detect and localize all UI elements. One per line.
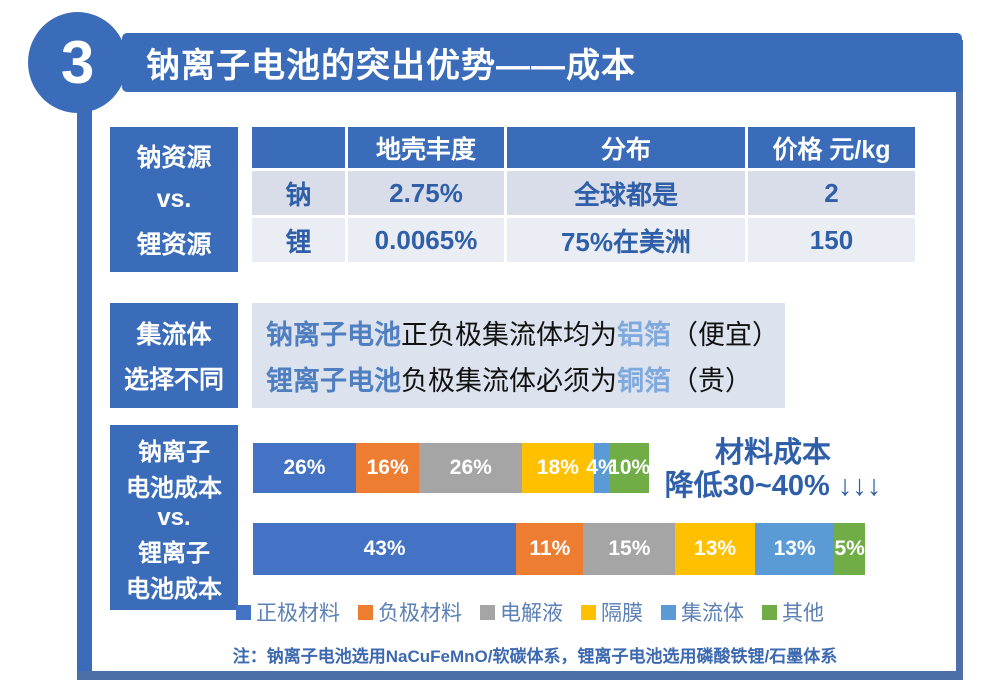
collector-suffix-text: （便宜）	[671, 319, 779, 350]
table-cell-li-distribution: 75%在美洲	[507, 218, 745, 262]
resource-table: 地壳丰度 分布 价格 元/kg 钠 2.75% 全球都是 2 锂 0.0065%…	[252, 127, 915, 262]
bar-segment-隔膜: 13%	[675, 523, 755, 575]
cost-label-line: 电池成本	[126, 575, 222, 603]
annotation-line: 降低30~40% ↓↓↓	[664, 470, 882, 503]
frame-left-bar	[77, 104, 92, 680]
legend-item: 电解液	[480, 597, 563, 627]
bar-segment-value: 13%	[773, 537, 816, 560]
legend-swatch-icon	[581, 604, 596, 620]
collector-body-text: 负极集流体必须为	[401, 366, 617, 397]
legend-swatch-icon	[236, 604, 251, 620]
legend-swatch-icon	[762, 604, 777, 620]
annotation-line: 材料成本	[714, 437, 831, 469]
bar-segment-隔膜: 18%	[522, 443, 594, 493]
bar-segment-其他: 10%	[608, 443, 651, 493]
legend-swatch-icon	[480, 604, 495, 620]
legend-swatch-icon	[661, 604, 676, 620]
stacked-bar-sodium: 26% 16% 26% 18% 4% 10%	[253, 443, 651, 493]
bar-segment-value: 4%	[586, 456, 617, 479]
bar-segment-负极材料: 16%	[355, 443, 420, 493]
page-title: 钠离子电池的突出优势——成本	[146, 47, 636, 85]
cost-section-label: 钠离子 电池成本 vs. 锂离子 电池成本	[110, 425, 238, 610]
stacked-bar-lithium: 43% 11% 15% 13% 13% 5%	[253, 523, 865, 575]
table-cell-na-abundance: 2.75%	[348, 171, 504, 215]
collector-section-label: 集流体 选择不同	[110, 303, 238, 408]
bar-segment-负极材料: 11%	[516, 523, 584, 575]
legend-swatch-icon	[358, 604, 373, 620]
table-header-price: 价格 元/kg	[748, 127, 915, 168]
collector-body-text: 正负极集流体均为	[401, 319, 617, 350]
cost-label-line: vs.	[157, 503, 191, 531]
bar-segment-集流体: 4%	[586, 443, 617, 493]
bar-segment-value: 16%	[366, 456, 409, 479]
bar-segment-value: 26%	[283, 456, 326, 479]
slide-number: 3	[60, 29, 95, 96]
frame-right-bar	[956, 40, 963, 680]
legend-label: 负极材料	[378, 602, 462, 625]
cost-label-line: 钠离子	[138, 438, 210, 466]
collector-foil-name: 铝箔	[617, 319, 671, 350]
bar-segment-正极材料: 26%	[253, 443, 356, 493]
bar-segment-value: 10%	[608, 456, 651, 479]
legend-label: 电解液	[500, 602, 563, 625]
resource-label-line: 锂资源	[136, 230, 212, 259]
bar-segment-value: 5%	[834, 537, 865, 560]
table-cell-na-price: 2	[748, 171, 915, 215]
bar-segment-电解液: 26%	[419, 443, 523, 493]
table-cell-na-distribution: 全球都是	[507, 171, 745, 215]
legend-label: 隔膜	[601, 602, 643, 625]
legend-item: 隔膜	[581, 597, 643, 627]
legend-label: 其他	[782, 602, 824, 625]
table-cell-na-name: 钠	[252, 171, 345, 215]
bar-segment-value: 18%	[536, 456, 579, 479]
bar-segment-集流体: 13%	[754, 523, 835, 575]
table-header-empty	[252, 127, 345, 168]
legend-item: 其他	[762, 597, 824, 627]
collector-label-line: 集流体	[136, 321, 212, 350]
collector-text-box: 钠离子电池正负极集流体均为铝箔（便宜） 锂离子电池负极集流体必须为铜箔（贵）	[252, 303, 785, 408]
resource-label-line: vs.	[156, 184, 192, 213]
collector-battery-name: 钠离子电池	[266, 319, 401, 350]
collector-battery-name: 锂离子电池	[266, 366, 401, 397]
legend-item: 负极材料	[358, 597, 462, 627]
cost-reduction-annotation: 材料成本 降低30~40% ↓↓↓	[650, 437, 896, 504]
collector-foil-name: 铜箔	[617, 366, 671, 397]
cost-label-line: 电池成本	[126, 474, 222, 502]
table-header-distribution: 分布	[507, 127, 745, 168]
bar-segment-value: 13%	[694, 537, 737, 560]
bar-segment-value: 43%	[363, 537, 406, 560]
legend-label: 正极材料	[256, 602, 340, 625]
bar-segment-其他: 5%	[834, 523, 865, 575]
title-banner: 钠离子电池的突出优势——成本	[122, 33, 962, 92]
slide-number-badge: 3	[28, 12, 127, 113]
table-cell-li-abundance: 0.0065%	[348, 218, 504, 262]
bar-segment-电解液: 15%	[583, 523, 676, 575]
chart-legend: 正极材料 负极材料 电解液 隔膜 集流体 其他	[130, 597, 930, 627]
resource-section-label: 钠资源 vs. 锂资源	[110, 127, 238, 272]
frame-bottom-bar	[77, 671, 963, 680]
legend-label: 集流体	[681, 602, 744, 625]
bar-segment-value: 15%	[608, 537, 651, 560]
collector-line-lithium: 锂离子电池负极集流体必须为铜箔（贵）	[266, 359, 771, 398]
collector-suffix-text: （贵）	[671, 366, 752, 397]
collector-label-line: 选择不同	[123, 365, 224, 394]
bar-segment-正极材料: 43%	[253, 523, 517, 575]
legend-item: 正极材料	[236, 597, 340, 627]
bar-segment-value: 11%	[529, 537, 571, 560]
table-header-abundance: 地壳丰度	[348, 127, 504, 168]
resource-label-line: 钠资源	[136, 144, 212, 173]
table-cell-li-name: 锂	[252, 218, 345, 262]
bar-segment-value: 26%	[449, 456, 492, 479]
collector-line-sodium: 钠离子电池正负极集流体均为铝箔（便宜）	[266, 313, 779, 352]
legend-item: 集流体	[661, 597, 744, 627]
cost-label-line: 锂离子	[138, 539, 210, 567]
footnote: 注：钠离子电池选用NaCuFeMnO/软碳体系，锂离子电池选用磷酸铁锂/石墨体系	[232, 647, 838, 666]
table-cell-li-price: 150	[748, 218, 915, 262]
